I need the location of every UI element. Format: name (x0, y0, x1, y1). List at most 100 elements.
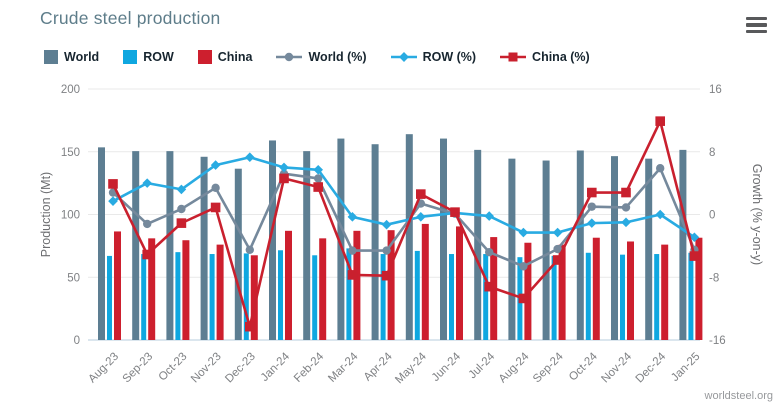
bar-world[interactable] (508, 158, 516, 340)
bar-world[interactable] (611, 156, 618, 340)
marker-world[interactable] (211, 183, 220, 193)
marker-world[interactable] (382, 246, 391, 255)
bar-world[interactable] (440, 138, 447, 340)
bar-row[interactable] (312, 255, 318, 340)
marker-china[interactable] (416, 189, 426, 199)
legend-item-china[interactable]: China (%) (500, 50, 590, 64)
marker-row[interactable] (484, 211, 495, 221)
marker-row[interactable] (108, 196, 118, 206)
marker-china[interactable] (587, 187, 597, 198)
bar-row[interactable] (551, 255, 557, 340)
bar-world[interactable] (474, 149, 482, 340)
marker-world[interactable] (143, 219, 152, 229)
marker-china[interactable] (381, 270, 392, 281)
marker-row[interactable] (586, 218, 597, 228)
marker-row[interactable] (655, 209, 666, 220)
bar-row[interactable] (141, 254, 147, 340)
marker-world[interactable] (348, 246, 357, 255)
bar-world[interactable] (132, 151, 140, 340)
marker-china[interactable] (552, 255, 563, 265)
marker-china[interactable] (518, 293, 529, 304)
marker-china[interactable] (313, 182, 323, 192)
bar-china[interactable] (421, 223, 429, 340)
bar-china[interactable] (695, 237, 703, 340)
marker-world[interactable] (177, 204, 186, 214)
bar-world[interactable] (542, 160, 550, 340)
marker-china[interactable] (210, 202, 221, 213)
marker-china[interactable] (279, 173, 289, 184)
bar-world[interactable] (303, 151, 311, 340)
marker-row[interactable] (689, 232, 700, 243)
marker-china[interactable] (347, 270, 358, 280)
marker-world[interactable] (553, 244, 562, 254)
bar-row[interactable] (449, 254, 454, 340)
bar-china[interactable] (524, 242, 532, 340)
bar-world[interactable] (269, 140, 276, 340)
bar-china[interactable] (592, 237, 600, 340)
bar-world[interactable] (576, 150, 584, 340)
marker-china[interactable] (689, 251, 700, 261)
bar-china[interactable] (353, 230, 361, 340)
bar-world[interactable] (371, 144, 379, 340)
marker-row[interactable] (313, 164, 324, 175)
marker-row[interactable] (552, 227, 563, 238)
marker-china[interactable] (108, 179, 118, 189)
bar-china[interactable] (182, 240, 190, 340)
bar-china[interactable] (148, 238, 156, 340)
marker-row[interactable] (142, 178, 153, 188)
legend-item-row[interactable]: ROW (123, 50, 174, 64)
marker-world[interactable] (621, 203, 631, 212)
marker-china[interactable] (655, 116, 665, 126)
bar-row[interactable] (175, 252, 181, 340)
marker-world[interactable] (587, 202, 596, 211)
marker-row[interactable] (518, 227, 529, 238)
bar-world[interactable] (200, 156, 208, 340)
marker-row[interactable] (244, 152, 255, 163)
marker-row[interactable] (176, 184, 187, 195)
marker-china[interactable] (142, 249, 152, 260)
legend-item-row[interactable]: ROW (%) (390, 50, 476, 64)
marker-row[interactable] (279, 162, 289, 173)
marker-row[interactable] (381, 219, 392, 230)
bar-world[interactable] (98, 147, 105, 340)
bar-row[interactable] (107, 255, 112, 340)
bar-row[interactable] (243, 253, 249, 340)
marker-china[interactable] (245, 321, 255, 332)
bar-china[interactable] (661, 244, 669, 340)
marker-row[interactable] (415, 212, 426, 222)
marker-china[interactable] (621, 187, 631, 198)
bar-world[interactable] (337, 138, 345, 340)
bar-world[interactable] (166, 151, 174, 340)
bar-china[interactable] (456, 226, 463, 340)
marker-world[interactable] (485, 247, 494, 257)
bar-world[interactable] (405, 134, 413, 340)
legend-item-world[interactable]: World (44, 50, 99, 64)
bar-world[interactable] (234, 168, 242, 340)
bar-china[interactable] (627, 241, 634, 340)
legend-item-china[interactable]: China (197, 50, 252, 64)
marker-world[interactable] (314, 174, 323, 183)
bar-china[interactable] (250, 255, 258, 340)
marker-world[interactable] (245, 245, 254, 254)
marker-world[interactable] (656, 164, 665, 173)
marker-china[interactable] (176, 218, 187, 228)
bar-row[interactable] (483, 254, 489, 340)
marker-china[interactable] (484, 281, 494, 292)
bar-china[interactable] (285, 230, 292, 340)
bar-world[interactable] (645, 158, 653, 340)
bar-row[interactable] (688, 252, 694, 340)
bar-row[interactable] (585, 252, 591, 340)
bar-china[interactable] (319, 238, 327, 340)
bar-china[interactable] (558, 244, 566, 340)
bar-row[interactable] (620, 254, 625, 340)
marker-world[interactable] (519, 262, 528, 271)
marker-row[interactable] (621, 217, 631, 228)
bar-row[interactable] (380, 254, 386, 340)
bar-row[interactable] (414, 250, 420, 340)
bar-china[interactable] (387, 230, 395, 340)
legend-item-world[interactable]: World (%) (276, 50, 367, 64)
bar-row[interactable] (209, 254, 215, 340)
marker-china[interactable] (450, 207, 460, 217)
bar-row[interactable] (346, 248, 352, 340)
bar-row[interactable] (654, 254, 660, 340)
